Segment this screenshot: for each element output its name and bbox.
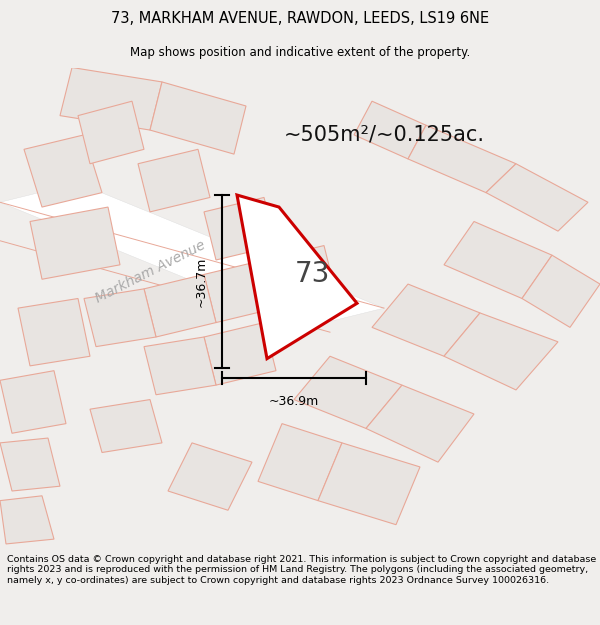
Polygon shape xyxy=(204,322,276,385)
Polygon shape xyxy=(264,246,336,308)
Text: Markham Avenue: Markham Avenue xyxy=(92,238,208,306)
Polygon shape xyxy=(0,371,66,433)
Polygon shape xyxy=(84,289,156,347)
Text: ~505m²/~0.125ac.: ~505m²/~0.125ac. xyxy=(284,125,485,145)
Polygon shape xyxy=(18,299,90,366)
Polygon shape xyxy=(0,496,54,544)
Text: Map shows position and indicative extent of the property.: Map shows position and indicative extent… xyxy=(130,46,470,59)
Polygon shape xyxy=(168,443,252,510)
Polygon shape xyxy=(444,221,552,299)
Text: Contains OS data © Crown copyright and database right 2021. This information is : Contains OS data © Crown copyright and d… xyxy=(7,555,596,584)
Polygon shape xyxy=(144,337,216,395)
Polygon shape xyxy=(0,183,384,328)
Polygon shape xyxy=(78,101,144,164)
Text: ~36.9m: ~36.9m xyxy=(269,396,319,409)
Text: 73, MARKHAM AVENUE, RAWDON, LEEDS, LS19 6NE: 73, MARKHAM AVENUE, RAWDON, LEEDS, LS19 … xyxy=(111,11,489,26)
Text: ~36.7m: ~36.7m xyxy=(194,256,208,307)
Polygon shape xyxy=(30,207,120,279)
Polygon shape xyxy=(372,284,480,356)
Polygon shape xyxy=(366,385,474,462)
Polygon shape xyxy=(144,274,216,337)
Polygon shape xyxy=(522,255,600,328)
Polygon shape xyxy=(258,424,342,501)
Polygon shape xyxy=(237,195,357,359)
Polygon shape xyxy=(204,260,276,322)
Polygon shape xyxy=(0,438,60,491)
Polygon shape xyxy=(60,68,162,130)
Polygon shape xyxy=(90,399,162,452)
Polygon shape xyxy=(204,198,276,260)
Polygon shape xyxy=(444,313,558,390)
Polygon shape xyxy=(408,125,516,192)
Polygon shape xyxy=(150,82,246,154)
Polygon shape xyxy=(318,443,420,525)
Polygon shape xyxy=(24,135,102,207)
Polygon shape xyxy=(354,101,426,159)
Polygon shape xyxy=(138,149,210,212)
Polygon shape xyxy=(294,356,402,429)
Polygon shape xyxy=(486,164,588,231)
Text: 73: 73 xyxy=(295,261,329,289)
